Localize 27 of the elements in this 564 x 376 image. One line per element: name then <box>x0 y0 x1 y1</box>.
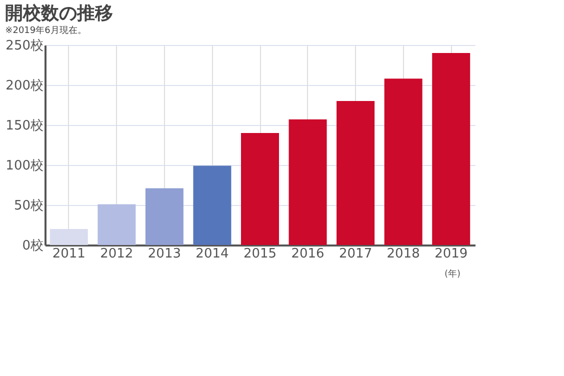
y-tick-label: 50校 <box>14 198 44 214</box>
y-tick-label: 250校 <box>6 38 44 54</box>
chart-subtitle: ※2019年6月現在。 <box>5 25 86 36</box>
bar <box>336 101 375 245</box>
bar <box>145 188 184 245</box>
bar <box>288 119 327 245</box>
bar <box>432 53 470 245</box>
x-tick-label: 2011 <box>52 246 86 262</box>
y-tick-label: 0校 <box>22 238 44 254</box>
bar <box>241 133 279 245</box>
x-tick-label: 2012 <box>100 246 134 262</box>
x-tick-label: 2013 <box>148 246 181 262</box>
bar <box>193 166 232 245</box>
x-tick-label: 2015 <box>243 246 277 262</box>
x-tick-label: 2016 <box>291 246 324 262</box>
x-tick-label: 2018 <box>386 246 420 262</box>
bar <box>384 78 422 245</box>
bar <box>98 204 136 245</box>
x-tick-label: 2019 <box>434 246 468 262</box>
y-tick-label: 150校 <box>6 118 44 134</box>
x-tick-label: 2017 <box>339 246 372 262</box>
chart-title: 開校数の推移 <box>5 3 114 24</box>
bar <box>50 229 88 245</box>
x-tick-label: 2014 <box>196 246 229 262</box>
y-tick-label: 200校 <box>6 78 44 94</box>
y-tick-label: 100校 <box>6 158 44 174</box>
x-axis-title: (年) <box>444 268 460 280</box>
